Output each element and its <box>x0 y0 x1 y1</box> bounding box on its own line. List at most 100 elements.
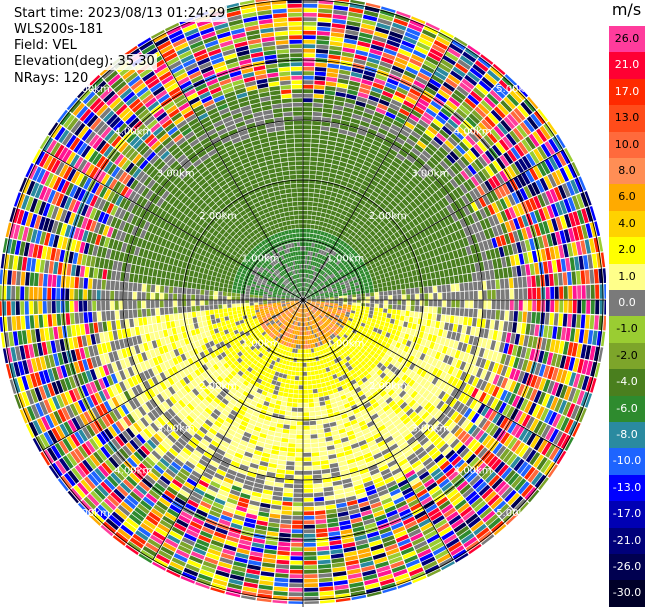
range-gate <box>397 337 404 344</box>
range-gate <box>297 421 303 426</box>
range-gate <box>278 372 284 378</box>
range-gate <box>372 220 379 227</box>
range-gate <box>281 401 287 406</box>
range-gate <box>433 264 439 272</box>
range-gate <box>427 125 438 136</box>
range-gate <box>576 209 585 225</box>
range-gate <box>304 587 319 592</box>
range-gate <box>533 437 544 451</box>
range-gate <box>311 215 316 220</box>
range-gate <box>366 233 373 240</box>
range-gate <box>321 311 326 315</box>
range-gate <box>279 368 285 374</box>
range-gate <box>339 297 343 300</box>
range-gate <box>424 86 437 96</box>
range-gate <box>513 382 521 394</box>
range-gate <box>509 368 517 380</box>
range-gate <box>454 316 459 324</box>
range-gate <box>492 412 502 424</box>
range-gate <box>502 404 511 416</box>
range-gate <box>387 286 392 291</box>
range-gate <box>379 123 390 132</box>
range-gate <box>300 322 302 327</box>
range-gate <box>511 243 518 255</box>
range-gate <box>480 405 490 417</box>
range-gate <box>388 164 398 173</box>
range-gate <box>429 265 435 273</box>
range-gate <box>483 229 491 240</box>
range-gate <box>409 88 421 97</box>
range-gate <box>420 115 432 125</box>
range-gate <box>376 183 385 191</box>
range-gate <box>511 344 518 356</box>
range-gate <box>329 421 337 427</box>
range-gate <box>550 232 558 246</box>
range-gate <box>446 154 456 164</box>
range-gate <box>440 254 446 263</box>
range-gate <box>456 402 465 413</box>
range-gate <box>459 308 465 317</box>
range-gate <box>308 274 311 279</box>
range-gate <box>276 559 290 565</box>
range-gate <box>396 284 401 290</box>
range-gate <box>428 195 437 205</box>
range-gate <box>453 413 463 424</box>
range-gate <box>468 335 474 345</box>
range-gate <box>520 264 526 276</box>
range-gate <box>359 227 366 233</box>
range-gate <box>346 266 352 271</box>
range-gate <box>259 575 274 582</box>
range-gate <box>418 119 429 129</box>
range-gate <box>285 379 291 384</box>
range-gate <box>500 100 513 113</box>
range-gate <box>340 245 345 251</box>
range-gate <box>458 351 465 361</box>
range-gate <box>422 346 429 355</box>
range-gate <box>447 375 455 385</box>
range-gate <box>519 122 532 136</box>
range-gate <box>325 303 329 306</box>
range-gate <box>410 305 415 312</box>
range-gate <box>477 156 488 167</box>
range-gate <box>324 158 333 164</box>
range-gate <box>356 331 361 337</box>
range-gate <box>335 396 342 402</box>
range-gate <box>550 203 559 217</box>
range-gate <box>304 292 306 296</box>
range-gate <box>381 6 396 13</box>
range-gate <box>562 401 572 416</box>
range-gate <box>366 347 372 354</box>
range-gate <box>567 313 572 327</box>
range-gate <box>495 141 506 154</box>
range-gate <box>437 285 442 293</box>
range-gate <box>423 111 435 122</box>
range-gate <box>320 301 325 304</box>
range-gate <box>267 378 273 384</box>
range-gate <box>414 343 420 351</box>
range-gate <box>303 430 310 435</box>
range-gate <box>311 294 315 297</box>
range-gate <box>316 302 320 305</box>
range-gate <box>336 82 348 89</box>
range-gate <box>378 287 383 292</box>
range-gate <box>291 529 303 534</box>
range-gate <box>408 355 415 363</box>
range-gate <box>574 177 584 193</box>
range-gate <box>423 189 432 198</box>
range-gate <box>275 473 285 479</box>
range-gate <box>292 511 303 516</box>
range-gate <box>379 291 384 296</box>
range-gate <box>570 179 580 194</box>
range-gate <box>318 392 324 397</box>
range-gate <box>390 226 397 234</box>
range-gate <box>467 225 475 235</box>
range-gate <box>546 395 555 409</box>
range-gate <box>435 150 446 160</box>
range-gate <box>523 335 529 347</box>
range-gate <box>319 264 323 269</box>
range-gate <box>463 227 471 237</box>
range-gate <box>378 13 394 22</box>
range-gate <box>341 329 347 334</box>
range-gate <box>456 158 467 170</box>
range-gate <box>335 222 342 228</box>
